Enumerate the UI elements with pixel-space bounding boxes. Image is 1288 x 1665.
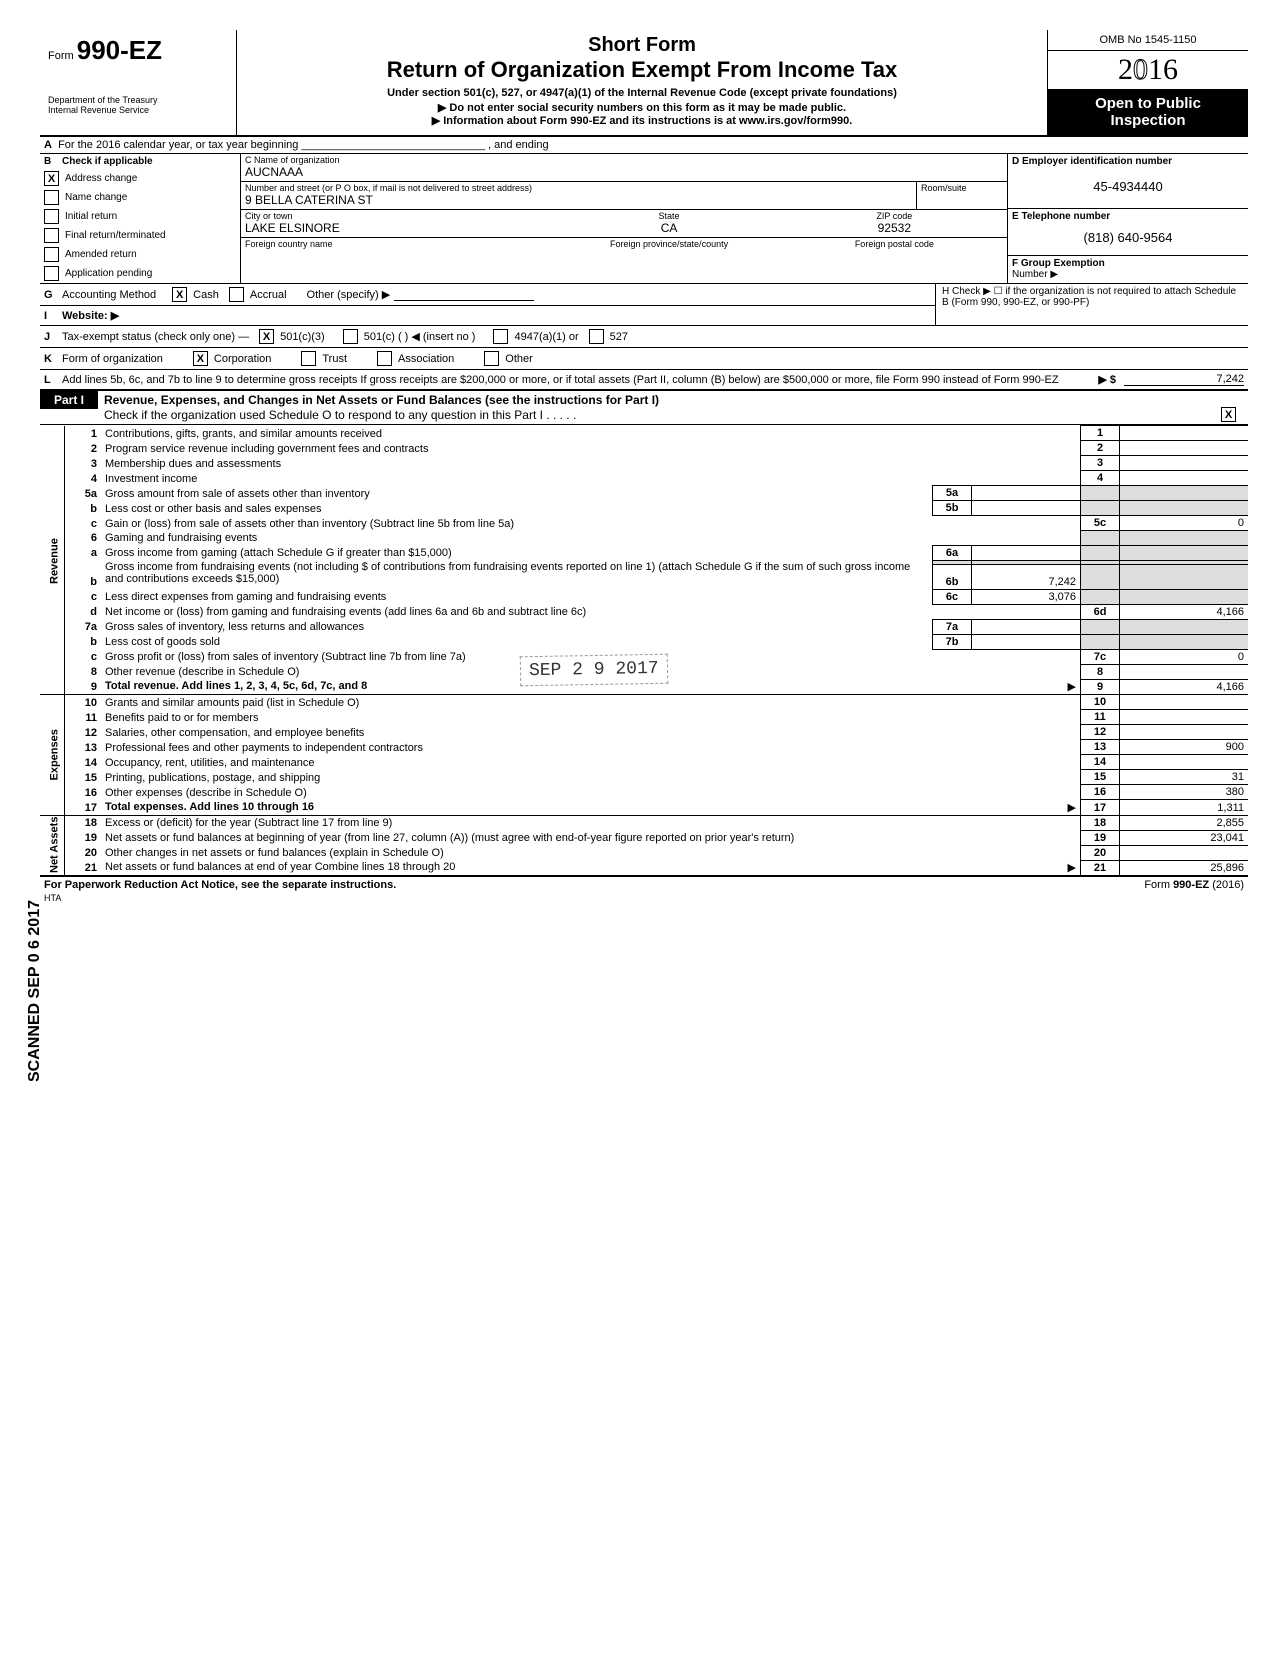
- chk-final-return[interactable]: Final return/terminated: [40, 226, 240, 245]
- part1-bar: Part I Revenue, Expenses, and Changes in…: [40, 391, 1248, 425]
- checkbox-icon: [44, 190, 59, 205]
- date-stamp: SEP 2 9 2017: [520, 654, 668, 687]
- checkbox-icon: [44, 247, 59, 262]
- chk-accrual[interactable]: [229, 287, 244, 302]
- chk-schedule-o[interactable]: [1221, 407, 1236, 422]
- scanned-stamp: SCANNED SEP 0 6 2017: [26, 900, 44, 1082]
- state-label: State: [556, 210, 781, 221]
- phone: (818) 640-9564: [1012, 222, 1244, 245]
- omb-number: OMB No 1545-1150: [1048, 30, 1248, 51]
- chk-initial-return[interactable]: Initial return: [40, 207, 240, 226]
- group-exemption-number-label: Number ▶: [1012, 269, 1244, 280]
- zip: 92532: [782, 221, 1007, 237]
- col-def: D Employer identification number 45-4934…: [1008, 154, 1248, 283]
- room-label: Room/suite: [917, 182, 1007, 193]
- form-990ez: Form 990-EZ Department of the Treasury I…: [40, 30, 1248, 903]
- title-main: Return of Organization Exempt From Incom…: [247, 57, 1037, 83]
- ein-label: D Employer identification number: [1012, 156, 1244, 167]
- part1-label: Part I: [40, 391, 98, 409]
- chk-527[interactable]: [589, 329, 604, 344]
- gross-receipts-total: 7,242: [1124, 373, 1244, 386]
- subtitle-3: ▶ Information about Form 990-EZ and its …: [247, 114, 1037, 127]
- footer: For Paperwork Reduction Act Notice, see …: [40, 875, 1248, 893]
- chk-association[interactable]: [377, 351, 392, 366]
- line-h: H Check ▶ ☐ if the organization is not r…: [936, 284, 1248, 325]
- chk-4947[interactable]: [493, 329, 508, 344]
- col-b-label: Check if applicable: [62, 156, 153, 167]
- line-a: A For the 2016 calendar year, or tax yea…: [40, 137, 1248, 154]
- subtitle-2: ▶ Do not enter social security numbers o…: [247, 101, 1037, 114]
- checkbox-icon: [44, 209, 59, 224]
- city: LAKE ELSINORE: [241, 221, 556, 237]
- form-header: Form 990-EZ Department of the Treasury I…: [40, 30, 1248, 137]
- section-expenses: Expenses: [40, 695, 65, 816]
- ein: 45-4934440: [1012, 167, 1244, 194]
- state: CA: [556, 221, 781, 237]
- header-title-block: Short Form Return of Organization Exempt…: [237, 30, 1048, 135]
- foreign-prov-label: Foreign province/state/county: [556, 238, 781, 249]
- col-c-org-info: C Name of organization AUCNAAA Number an…: [241, 154, 1008, 283]
- lines-table: Revenue 1Contributions, gifts, grants, a…: [40, 425, 1248, 875]
- section-net-assets: Net Assets: [40, 815, 65, 875]
- checkbox-icon: [44, 228, 59, 243]
- chk-501c3[interactable]: [259, 329, 274, 344]
- chk-amended-return[interactable]: Amended return: [40, 245, 240, 264]
- city-label: City or town: [241, 210, 556, 221]
- entity-block: B Check if applicable Address change Nam…: [40, 154, 1248, 284]
- footer-left: For Paperwork Reduction Act Notice, see …: [44, 879, 396, 891]
- chk-address-change[interactable]: Address change: [40, 169, 240, 188]
- org-name: AUCNAAA: [241, 165, 1007, 181]
- checkbox-icon: [44, 266, 59, 281]
- tax-year: 2016: [1048, 51, 1248, 89]
- section-revenue: Revenue: [40, 426, 65, 695]
- title-short-form: Short Form: [247, 34, 1037, 57]
- chk-name-change[interactable]: Name change: [40, 188, 240, 207]
- foreign-postal-label: Foreign postal code: [782, 238, 1007, 249]
- header-left: Form 990-EZ Department of the Treasury I…: [40, 30, 237, 135]
- chk-corporation[interactable]: [193, 351, 208, 366]
- phone-label: E Telephone number: [1012, 211, 1244, 222]
- col-b-checkboxes: B Check if applicable Address change Nam…: [40, 154, 241, 283]
- header-right: OMB No 1545-1150 2016 Open to Public Ins…: [1048, 30, 1248, 135]
- footer-hta: HTA: [40, 893, 1248, 903]
- checkbox-icon: [44, 171, 59, 186]
- line-l: L Add lines 5b, 6c, and 7b to line 9 to …: [40, 370, 1248, 391]
- subtitle-1: Under section 501(c), 527, or 4947(a)(1)…: [247, 87, 1037, 99]
- chk-501c[interactable]: [343, 329, 358, 344]
- line-k: K Form of organization Corporation Trust…: [40, 348, 1248, 370]
- group-exemption-label: F Group Exemption: [1012, 258, 1244, 269]
- line-g: G Accounting Method Cash Accrual Other (…: [40, 284, 935, 306]
- chk-cash[interactable]: [172, 287, 187, 302]
- chk-other-org[interactable]: [484, 351, 499, 366]
- footer-right: Form 990-EZ (2016): [1144, 879, 1244, 891]
- foreign-country-label: Foreign country name: [241, 238, 556, 249]
- chk-trust[interactable]: [301, 351, 316, 366]
- street-label: Number and street (or P O box, if mail i…: [241, 182, 916, 193]
- part1-title-block: Revenue, Expenses, and Changes in Net As…: [98, 391, 1248, 424]
- form-number: Form 990-EZ: [48, 35, 228, 66]
- line-j: J Tax-exempt status (check only one) — 5…: [40, 326, 1248, 348]
- dept-treasury: Department of the Treasury Internal Reve…: [48, 96, 228, 116]
- zip-label: ZIP code: [782, 210, 1007, 221]
- open-to-public: Open to Public Inspection: [1048, 89, 1248, 135]
- street: 9 BELLA CATERINA ST: [241, 193, 916, 209]
- org-name-label: C Name of organization: [241, 154, 1007, 165]
- line-i-website: I Website: ▶: [40, 306, 935, 325]
- chk-application-pending[interactable]: Application pending: [40, 264, 240, 283]
